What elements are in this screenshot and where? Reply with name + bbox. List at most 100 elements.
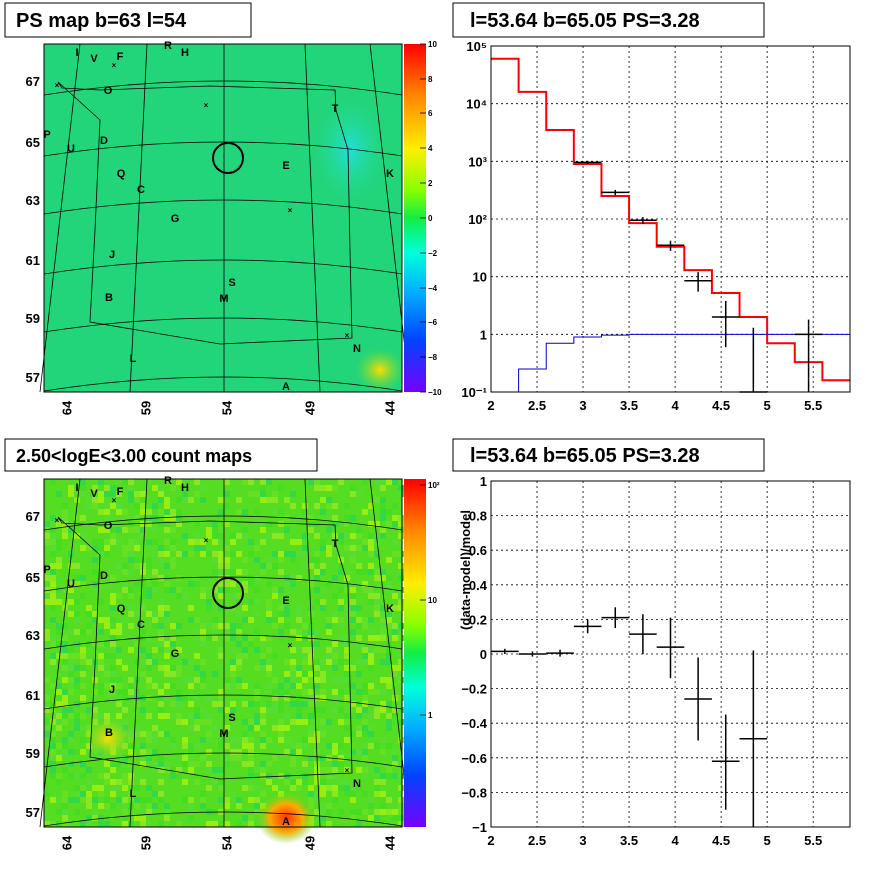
cross-marker: × xyxy=(112,496,117,505)
latitude-line xyxy=(43,259,403,275)
count-pixel xyxy=(164,617,170,623)
count-pixel xyxy=(272,725,278,731)
count-pixel xyxy=(80,671,86,677)
count-pixel xyxy=(362,707,368,713)
count-pixel xyxy=(320,707,326,713)
count-pixel xyxy=(212,701,218,707)
count-pixel xyxy=(140,743,146,749)
x-tick-label: 5.5 xyxy=(804,398,822,413)
count-pixel xyxy=(350,713,356,719)
y-tick-label: 57 xyxy=(26,370,40,385)
count-pixel xyxy=(134,641,140,647)
count-pixel xyxy=(344,725,350,731)
count-pixel xyxy=(110,665,116,671)
count-pixel xyxy=(194,761,200,767)
count-pixel xyxy=(314,587,320,593)
count-pixel xyxy=(266,533,272,539)
count-pixel xyxy=(80,749,86,755)
count-pixel xyxy=(62,707,68,713)
count-pixel xyxy=(362,617,368,623)
count-pixel xyxy=(398,695,404,701)
count-pixel xyxy=(188,815,194,821)
count-pixel xyxy=(248,767,254,773)
count-pixel xyxy=(68,563,74,569)
count-pixel xyxy=(62,791,68,797)
count-pixel xyxy=(392,635,398,641)
count-pixel xyxy=(260,497,266,503)
count-pixel xyxy=(44,521,50,527)
count-pixel xyxy=(338,563,344,569)
count-pixel xyxy=(176,593,182,599)
count-pixel xyxy=(362,647,368,653)
count-pixel xyxy=(332,653,338,659)
count-pixel xyxy=(62,719,68,725)
count-pixel xyxy=(140,521,146,527)
count-pixel xyxy=(332,797,338,803)
count-pixel xyxy=(200,659,206,665)
count-pixel xyxy=(272,563,278,569)
count-pixel xyxy=(140,491,146,497)
count-pixel xyxy=(146,755,152,761)
x-tick-label: 3.5 xyxy=(620,398,638,413)
count-pixel xyxy=(50,617,56,623)
x-tick-label: 2 xyxy=(487,833,494,848)
count-pixel xyxy=(242,719,248,725)
count-pixel xyxy=(218,623,224,629)
count-pixel xyxy=(128,791,134,797)
count-pixel xyxy=(272,755,278,761)
count-pixel xyxy=(98,659,104,665)
count-pixel xyxy=(386,617,392,623)
count-pixel xyxy=(212,725,218,731)
count-pixel xyxy=(182,797,188,803)
count-pixel xyxy=(50,749,56,755)
count-pixel xyxy=(122,689,128,695)
count-pixel xyxy=(338,785,344,791)
count-pixel xyxy=(260,665,266,671)
count-pixel xyxy=(290,491,296,497)
count-pixel xyxy=(308,791,314,797)
cross-marker: × xyxy=(55,516,60,525)
count-pixel xyxy=(362,743,368,749)
count-pixel xyxy=(266,599,272,605)
count-pixel xyxy=(236,677,242,683)
count-pixel xyxy=(92,785,98,791)
count-pixel xyxy=(368,797,374,803)
count-pixel xyxy=(134,503,140,509)
count-pixel xyxy=(374,497,380,503)
count-pixel xyxy=(344,677,350,683)
count-pixel xyxy=(278,617,284,623)
count-pixel xyxy=(80,653,86,659)
count-pixel xyxy=(332,641,338,647)
count-pixel xyxy=(308,797,314,803)
count-pixel xyxy=(80,533,86,539)
count-pixel xyxy=(320,803,326,809)
count-pixel xyxy=(170,545,176,551)
count-pixel xyxy=(110,521,116,527)
count-pixel xyxy=(338,533,344,539)
count-pixel xyxy=(56,521,62,527)
count-pixel xyxy=(188,809,194,815)
count-pixel xyxy=(134,491,140,497)
count-pixel xyxy=(368,815,374,821)
count-pixel xyxy=(128,677,134,683)
count-pixel xyxy=(320,599,326,605)
count-pixel xyxy=(218,695,224,701)
count-pixel xyxy=(128,491,134,497)
count-pixel xyxy=(44,815,50,821)
count-pixel xyxy=(224,545,230,551)
count-pixel xyxy=(332,545,338,551)
count-pixel xyxy=(68,749,74,755)
count-pixel xyxy=(326,809,332,815)
count-pixel xyxy=(128,623,134,629)
count-pixel xyxy=(392,665,398,671)
cross-marker: × xyxy=(288,206,293,215)
count-pixel xyxy=(104,797,110,803)
count-pixel xyxy=(98,821,104,827)
count-pixel xyxy=(164,713,170,719)
count-pixel xyxy=(296,719,302,725)
count-pixel xyxy=(80,773,86,779)
count-pixel xyxy=(248,551,254,557)
x-tick-label: 2.5 xyxy=(528,398,546,413)
target-circle xyxy=(212,577,244,609)
count-pixel xyxy=(350,611,356,617)
